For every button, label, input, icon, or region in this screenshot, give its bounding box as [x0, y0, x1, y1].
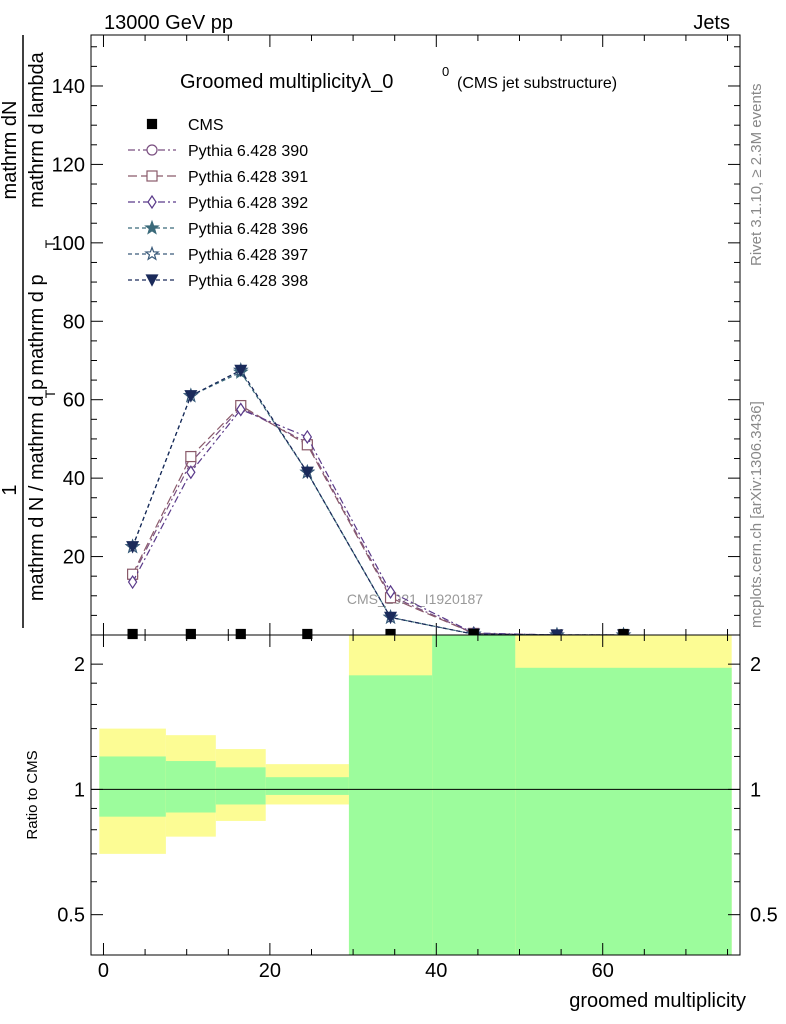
data-point — [127, 628, 138, 640]
series-line — [132, 408, 624, 636]
ratio-green-band — [348, 675, 433, 955]
series-point — [236, 402, 246, 417]
main-y-tick-label: 40 — [63, 468, 85, 490]
legend-item: CMS — [146, 117, 224, 134]
ratio-axis-ticks — [91, 635, 740, 956]
series-pythia-6-428-392 — [127, 402, 629, 643]
legend-marker — [144, 219, 160, 235]
y-title-denominator-rest: mathrm d p — [26, 274, 48, 375]
series-point — [184, 390, 198, 403]
rivet-label: Rivet 3.1.10, ≥ 2.3M events — [748, 84, 765, 267]
ratio-green-band — [165, 761, 216, 813]
x-tick-label: 0 — [98, 960, 109, 982]
legend-label: CMS — [188, 117, 224, 134]
mcplots-label: mcplots.cern.ch [arXiv:1306.3436] — [748, 401, 765, 628]
legend-marker — [147, 194, 157, 210]
ratio-y-axis-title: Ratio to CMS — [24, 750, 41, 839]
y-title-numerator-dn: mathrm dN — [0, 101, 21, 200]
series-cms — [127, 628, 629, 640]
main-y-tick-label: 120 — [52, 154, 85, 176]
series-point — [384, 611, 398, 625]
legend-item: Pythia 6.428 391 — [128, 169, 308, 186]
x-axis-title: groomed multiplicity — [569, 990, 746, 1012]
legend-item: Pythia 6.428 396 — [128, 219, 308, 238]
legend-marker — [146, 118, 158, 130]
x-tick-label: 20 — [259, 960, 281, 982]
series-point — [127, 574, 138, 590]
ratio-y-tick-label: 0.5 — [57, 905, 85, 927]
series-point — [126, 541, 140, 554]
ratio-y-tick-label: 1 — [74, 779, 85, 801]
series-point — [234, 364, 248, 378]
ratio-green-band — [215, 767, 266, 805]
data-point — [185, 628, 196, 640]
ratio-plot-panel: 0.5 0.5 1 1 2 2 0 20 40 60 Ratio to CMS groomed … — [24, 634, 778, 1012]
main-y-tick-label: 20 — [63, 547, 85, 569]
legend-label: Pythia 6.428 397 — [188, 247, 308, 264]
data-point — [235, 628, 246, 640]
plot-title-main: Groomed multiplicityλ_0 — [180, 71, 393, 93]
ratio-y-tick-labels: 0.5 0.5 1 1 2 2 — [57, 654, 778, 927]
y-title-denominator-one: mathrm d N / mathrm d p — [26, 379, 48, 601]
legend-label: Pythia 6.428 391 — [188, 169, 308, 186]
legend-item: Pythia 6.428 398 — [128, 273, 308, 290]
legend-marker — [146, 144, 158, 156]
ratio-y-tick-label: 2 — [74, 654, 85, 676]
ratio-green-band — [265, 777, 349, 795]
main-y-tick-label: 60 — [63, 390, 85, 412]
main-y-tick-label: 80 — [63, 311, 85, 333]
legend-label: Pythia 6.428 392 — [188, 195, 308, 212]
legend-label: Pythia 6.428 390 — [188, 143, 308, 160]
category-label: Jets — [693, 12, 730, 34]
ratio-green-band — [515, 667, 732, 955]
legend-item: Pythia 6.428 390 — [128, 143, 308, 160]
legend-item: Pythia 6.428 392 — [128, 194, 308, 212]
legend: CMS Pythia 6.428 390 Pythia 6.428 391 Pythi… — [128, 117, 308, 290]
y-title-sub-t1: T — [42, 389, 58, 398]
legend-item: Pythia 6.428 397 — [128, 245, 308, 264]
y-title-sub-t2: T — [42, 239, 58, 248]
series-point — [186, 465, 196, 480]
data-point — [302, 628, 313, 640]
ratio-green-band — [432, 635, 516, 955]
series-point — [300, 466, 314, 480]
y-title-numerator-one: 1 — [0, 484, 21, 495]
x-tick-label: 60 — [592, 960, 614, 982]
legend-marker — [146, 170, 158, 182]
main-y-axis-title: 1 mathrm d N / mathrm d p T mathrm dN ma… — [0, 35, 58, 628]
series-line — [132, 406, 624, 636]
main-y-tick-label: 140 — [52, 76, 85, 98]
ratio-bands-group — [99, 635, 732, 955]
ratio-y-tick-label-right: 2 — [750, 654, 761, 676]
series-point — [185, 450, 197, 463]
legend-label: Pythia 6.428 398 — [188, 273, 308, 290]
legend-label: Pythia 6.428 396 — [188, 221, 308, 238]
legend-marker — [144, 245, 160, 261]
x-tick-labels: 0 20 40 60 — [98, 960, 614, 982]
legend-marker — [145, 274, 159, 287]
main-plot-panel: 20 40 60 80 100 120 140 CMS_2021_I1920187 Groo… — [52, 34, 741, 643]
plot-title: Groomed multiplicityλ_0 0 (CMS jet subst… — [180, 64, 617, 93]
plot-subtitle: (CMS jet substructure) — [457, 75, 617, 92]
ratio-green-band — [99, 756, 166, 817]
energy-label: 13000 GeV pp — [104, 12, 233, 34]
plot-title-superscript: 0 — [442, 64, 449, 79]
series-point — [385, 584, 396, 599]
main-y-tick-label: 100 — [52, 233, 85, 255]
main-y-tick-labels: 20 40 60 80 100 120 140 — [52, 76, 85, 569]
y-title-denominator-tail: mathrm d lambda — [26, 51, 48, 207]
x-tick-label: 40 — [425, 960, 447, 982]
series-line — [132, 371, 624, 636]
ratio-y-tick-label-right: 1 — [750, 779, 761, 801]
analysis-watermark: CMS_2021_I1920187 — [347, 591, 483, 607]
ratio-plot-frame — [90, 634, 741, 956]
ratio-y-tick-label-right: 0.5 — [750, 905, 778, 927]
series-point — [302, 429, 313, 445]
